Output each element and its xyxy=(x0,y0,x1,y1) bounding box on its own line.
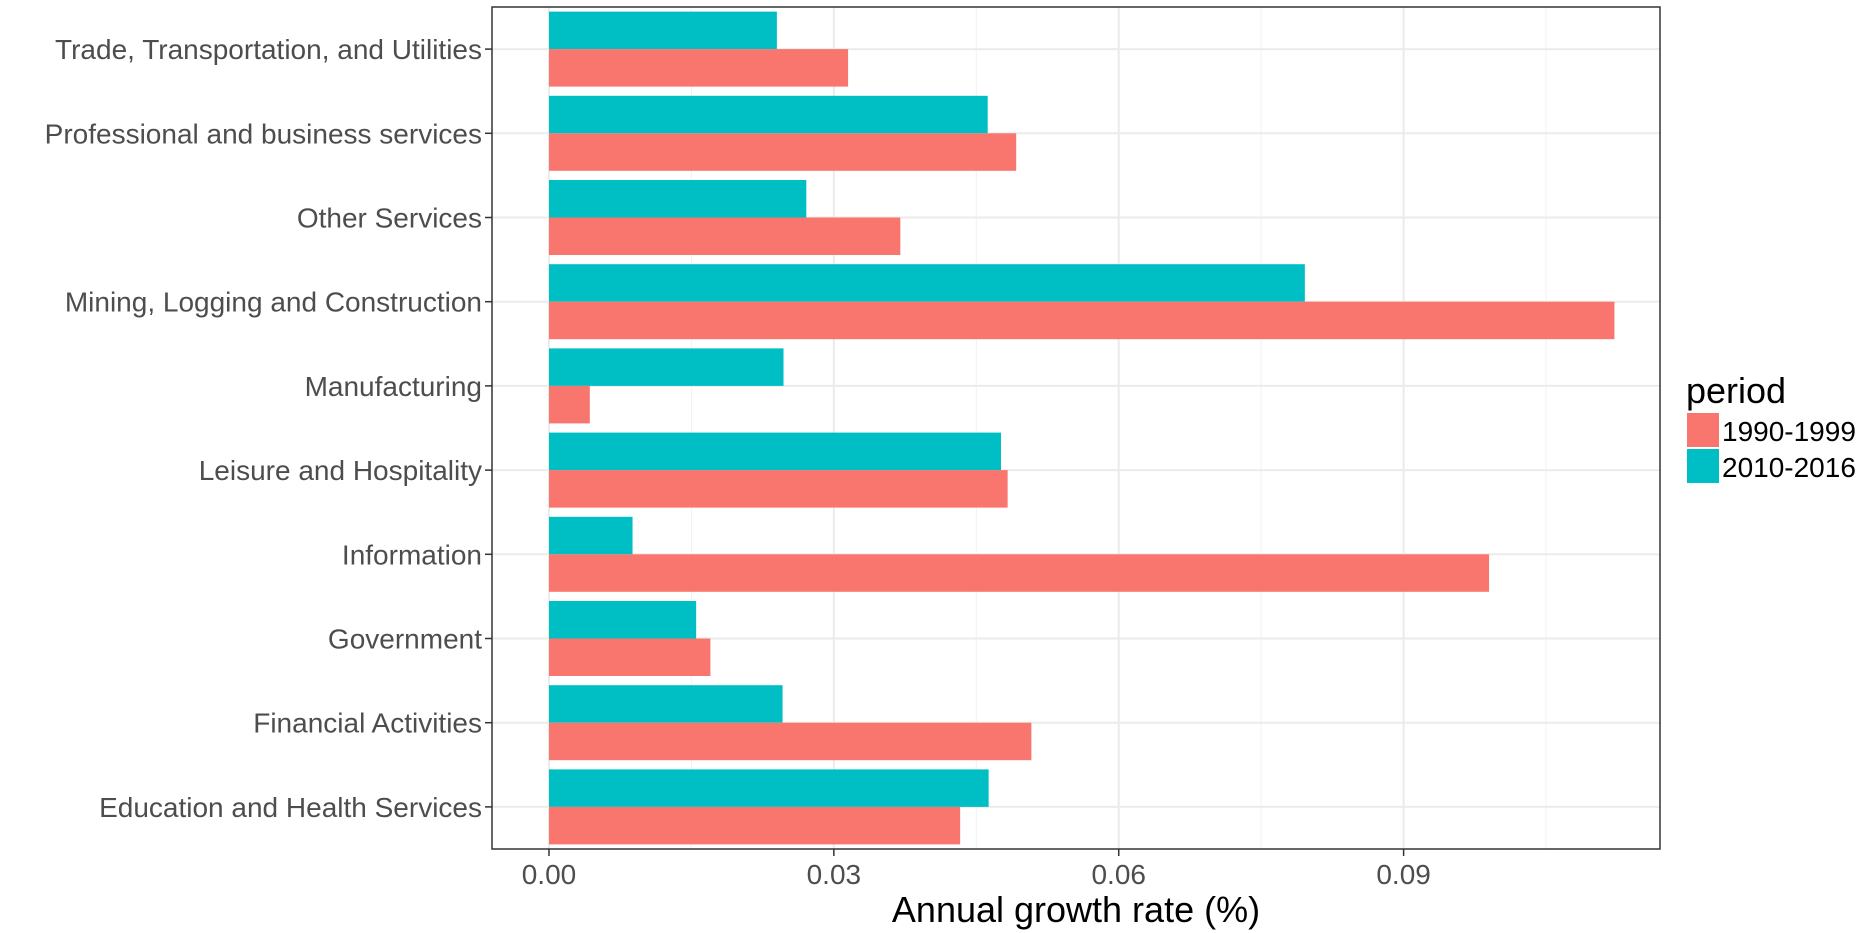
y-tick-label: Other Services xyxy=(297,203,482,234)
bar-1990-1999 xyxy=(548,806,961,845)
bar-2010-2016 xyxy=(548,516,633,555)
y-tick-label: Trade, Transportation, and Utilities xyxy=(55,34,482,65)
y-tick-label: Mining, Logging and Construction xyxy=(65,287,482,318)
panel-border xyxy=(491,6,1661,850)
bars xyxy=(548,11,1615,845)
x-tick-label: 0.09 xyxy=(1376,859,1431,890)
x-tick-label: 0.00 xyxy=(522,859,577,890)
legend-key-2010-2016 xyxy=(1687,449,1719,483)
bar-1990-1999 xyxy=(548,470,1008,508)
x-axis-title: Annual growth rate (%) xyxy=(892,889,1260,930)
legend: period 1990-1999 2010-2016 xyxy=(1686,370,1856,483)
x-tick-label: 0.03 xyxy=(807,859,862,890)
legend-label: 1990-1999 xyxy=(1722,416,1856,447)
bar-2010-2016 xyxy=(548,11,777,50)
x-tick-label: 0.06 xyxy=(1091,859,1146,890)
bar-2010-2016 xyxy=(548,95,988,134)
bar-1990-1999 xyxy=(548,638,711,676)
y-tick-label: Financial Activities xyxy=(253,708,482,739)
y-tick-label: Government xyxy=(328,624,482,655)
y-tick-label: Professional and business services xyxy=(45,118,482,149)
y-tick-label: Leisure and Hospitality xyxy=(199,455,482,486)
legend-title: period xyxy=(1686,370,1786,411)
bar-1990-1999 xyxy=(548,554,1490,592)
y-tick-label: Manufacturing xyxy=(305,371,482,402)
bar-1990-1999 xyxy=(548,217,901,255)
y-tick-label: Education and Health Services xyxy=(99,792,482,823)
bar-1990-1999 xyxy=(548,722,1032,761)
y-tick-label: Information xyxy=(342,539,482,570)
bar-1990-1999 xyxy=(548,301,1615,340)
legend-label: 2010-2016 xyxy=(1722,452,1856,483)
bar-1990-1999 xyxy=(548,133,1017,171)
axes: Trade, Transportation, and Utilities Prof… xyxy=(45,34,1431,890)
bar-2010-2016 xyxy=(548,432,1001,471)
bar-2010-2016 xyxy=(548,769,989,807)
bar-1990-1999 xyxy=(548,49,849,87)
legend-key-1990-1999 xyxy=(1687,413,1719,447)
bar-1990-1999 xyxy=(548,385,590,424)
bar-2010-2016 xyxy=(548,264,1305,302)
bar-2010-2016 xyxy=(548,180,807,218)
bar-2010-2016 xyxy=(548,601,697,639)
bar-2010-2016 xyxy=(548,348,784,386)
bar-2010-2016 xyxy=(548,685,783,723)
